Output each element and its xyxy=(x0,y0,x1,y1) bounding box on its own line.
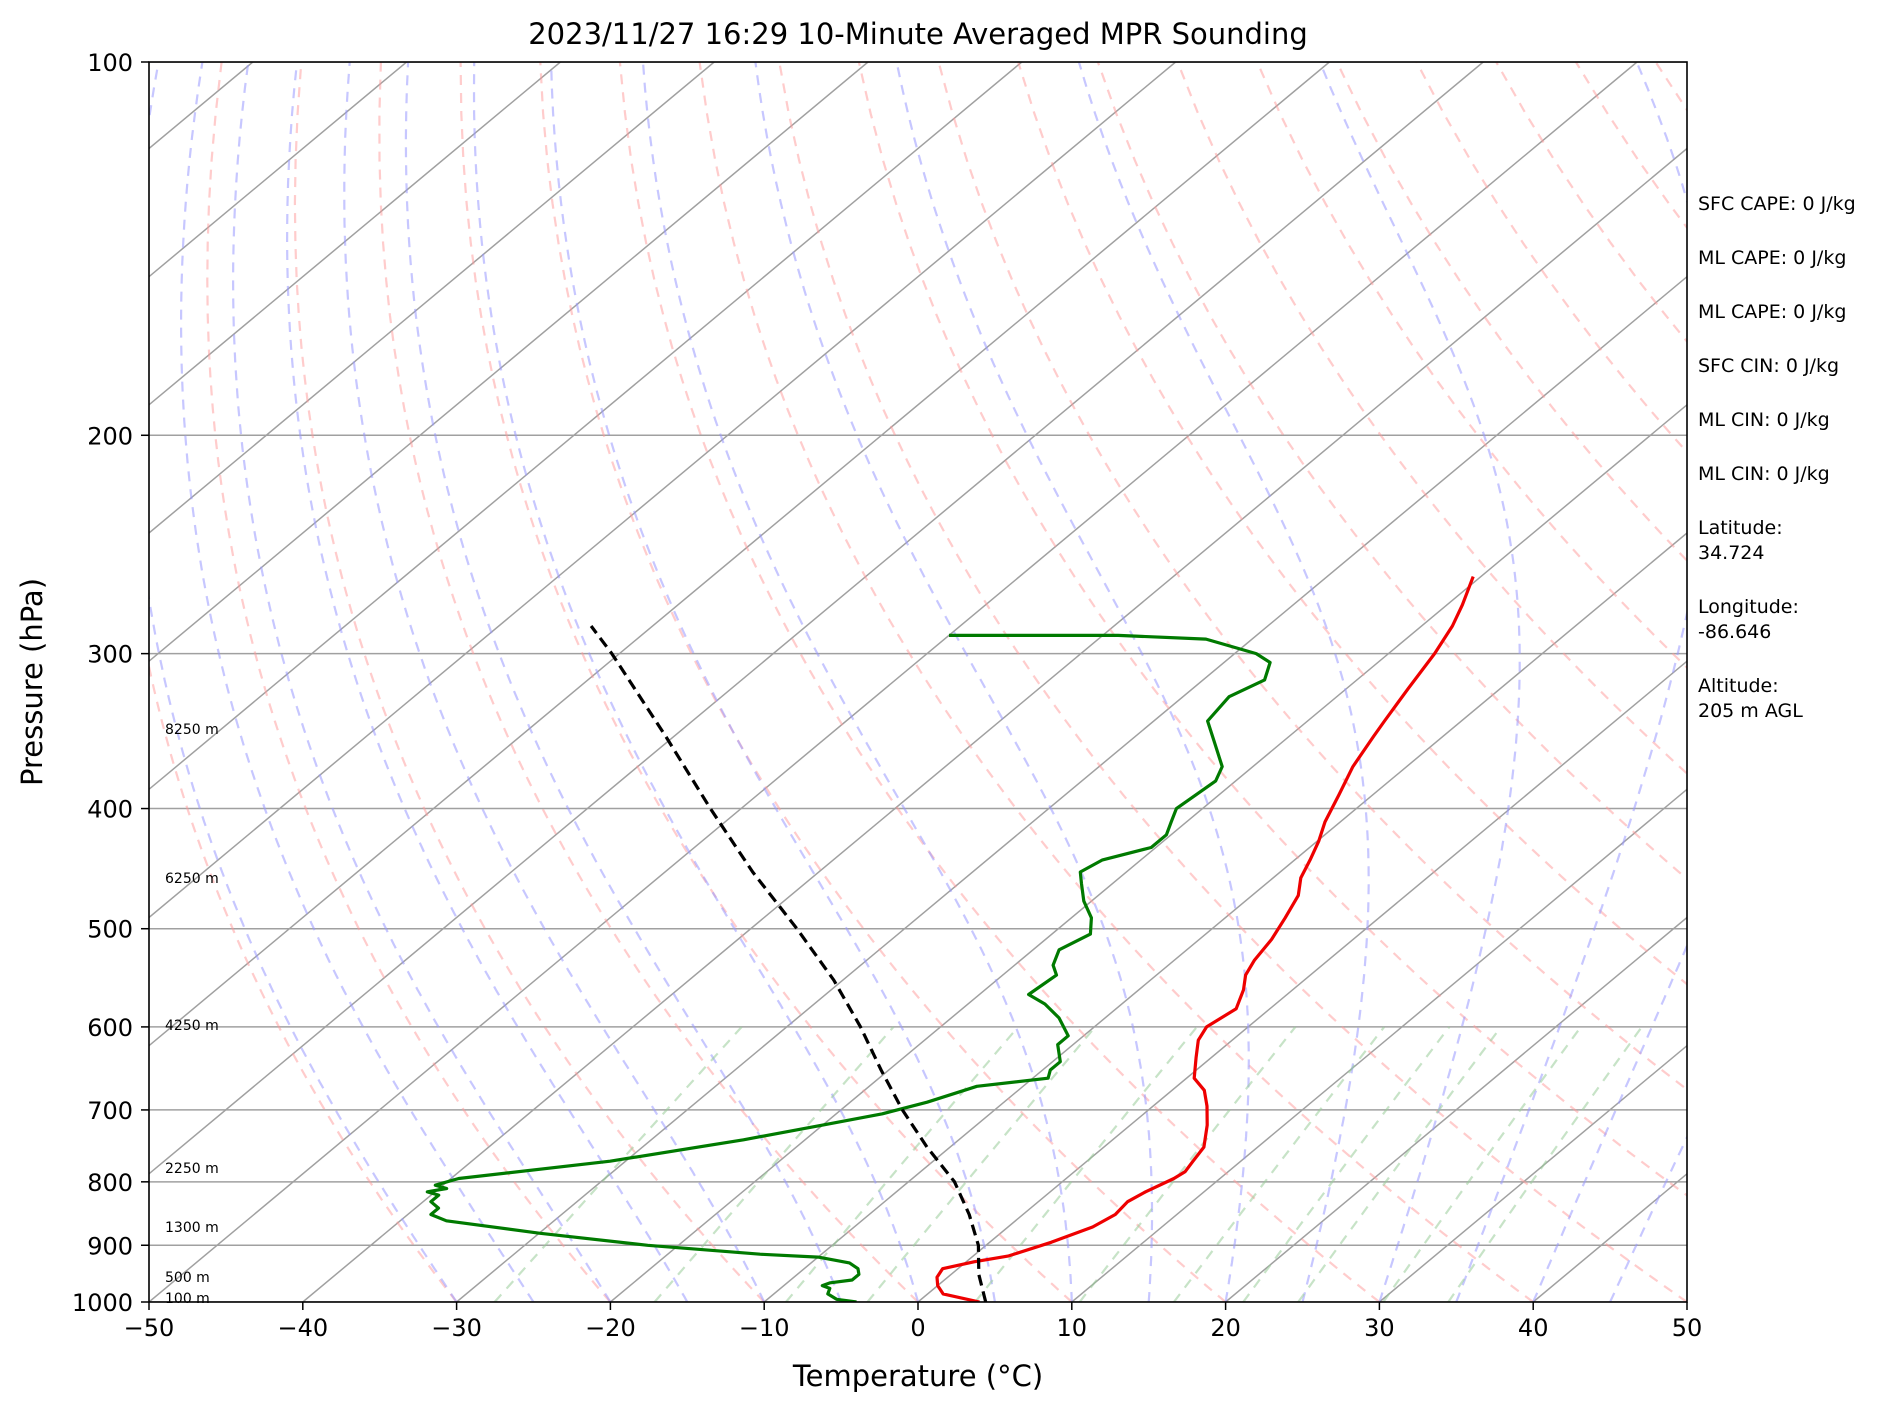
height-label: 1300 m xyxy=(165,1220,219,1236)
x-tick-label: 50 xyxy=(1672,1314,1703,1342)
x-tick-label: 0 xyxy=(910,1314,925,1342)
dry-adiabat-line xyxy=(698,62,1534,1302)
moist-adiabat-line xyxy=(754,62,1154,1302)
mixing-ratio-line xyxy=(653,1026,895,1302)
moist-adiabat-line xyxy=(1609,1134,1687,1302)
dry-adiabat-line xyxy=(857,62,1687,1197)
x-tick-label: 20 xyxy=(1210,1314,1241,1342)
stat-annotation: Longitude: -86.646 xyxy=(1698,596,1799,643)
mixing-ratio-line xyxy=(1173,1026,1386,1302)
parcel-line xyxy=(589,625,988,1302)
isotherm-line xyxy=(149,62,1177,919)
isotherm-line xyxy=(1378,1044,1687,1302)
x-tick-label: 30 xyxy=(1364,1314,1395,1342)
mixing-ratio-line xyxy=(974,1026,1198,1302)
stat-annotation: Latitude: 34.724 xyxy=(1698,517,1783,564)
dry-adiabat-line xyxy=(1256,62,1687,670)
stat-annotation: Altitude: 205 m AGL xyxy=(1698,675,1803,722)
y-tick-label: 700 xyxy=(87,1097,133,1125)
height-label: 4250 m xyxy=(165,1018,219,1034)
x-tick-label: −20 xyxy=(585,1314,636,1342)
y-tick-label: 800 xyxy=(87,1169,133,1197)
moist-adiabat-line xyxy=(1532,943,1687,1302)
isotherm-line xyxy=(149,62,1638,1302)
height-label: 500 m xyxy=(165,1270,210,1286)
isotherm-line xyxy=(456,275,1687,1302)
dry-adiabat-line xyxy=(378,62,919,1302)
y-tick-label: 1000 xyxy=(72,1289,133,1317)
x-axis-title: Temperature (°C) xyxy=(792,1359,1043,1393)
dry-adiabat-line xyxy=(206,62,612,1302)
x-tick-label: −10 xyxy=(739,1314,790,1342)
height-label: 2250 m xyxy=(165,1161,219,1177)
x-tick-label: −30 xyxy=(431,1314,482,1342)
dry-adiabat-line xyxy=(539,62,1227,1302)
dry-adiabat-line xyxy=(459,62,1073,1302)
moist-adiabat-line xyxy=(404,62,843,1302)
isotherm-line xyxy=(149,62,408,278)
moist-adiabat-line xyxy=(641,62,1073,1302)
dewpoint-line xyxy=(425,633,1272,1302)
mixing-ratio-line xyxy=(1382,1026,1582,1302)
stat-annotation: ML CIN: 0 J/kg xyxy=(1698,409,1830,431)
x-tick-label: 10 xyxy=(1057,1314,1088,1342)
moist-adiabat-line xyxy=(1318,62,1521,1302)
moist-adiabat-line xyxy=(231,62,612,1302)
moist-adiabat-line xyxy=(1455,62,1687,1302)
moist-adiabat-line xyxy=(472,62,920,1302)
stat-annotation: ML CAPE: 0 J/kg xyxy=(1698,247,1846,269)
x-tick-label: −50 xyxy=(124,1314,175,1342)
moist-adiabat-line xyxy=(285,62,689,1302)
isotherm-line xyxy=(149,62,1023,791)
y-tick-label: 400 xyxy=(87,796,133,824)
stat-annotation: SFC CAPE: 0 J/kg xyxy=(1698,193,1856,215)
dry-adiabat-line xyxy=(1335,62,1687,563)
temperature-line xyxy=(935,576,1475,1302)
isotherm-line xyxy=(149,62,1330,1047)
stat-annotation: ML CAPE: 0 J/kg xyxy=(1698,301,1846,323)
mixing-ratio-line xyxy=(1078,1026,1297,1302)
dry-adiabat-line xyxy=(149,661,458,1302)
isotherm-line xyxy=(149,62,1484,1175)
isotherm-line xyxy=(149,62,561,406)
isotherm-line xyxy=(609,403,1687,1302)
moist-adiabat-line xyxy=(343,62,766,1302)
isotherm-line xyxy=(149,62,715,534)
stat-annotation: ML CIN: 0 J/kg xyxy=(1698,463,1830,485)
y-tick-label: 900 xyxy=(87,1232,133,1260)
mixing-ratio-line xyxy=(1297,1026,1502,1302)
dry-adiabat-line xyxy=(618,62,1381,1302)
y-tick-label: 500 xyxy=(87,916,133,944)
y-axis-title: Pressure (hPa) xyxy=(15,578,49,786)
isotherm-line xyxy=(1071,788,1687,1302)
height-label: 6250 m xyxy=(165,871,219,887)
y-tick-label: 600 xyxy=(87,1014,133,1042)
x-tick-label: −40 xyxy=(277,1314,328,1342)
height-label: 100 m xyxy=(165,1291,210,1307)
moist-adiabat-line xyxy=(1077,62,1370,1302)
isotherm-line xyxy=(917,660,1687,1302)
dry-adiabat-line xyxy=(937,62,1687,1091)
mixing-ratio-line xyxy=(1242,1026,1451,1302)
isotherm-line xyxy=(763,532,1687,1302)
isotherm-line xyxy=(149,62,869,663)
mixing-ratio-line xyxy=(493,1026,743,1302)
moist-adiabat-line xyxy=(895,62,1250,1302)
chart-title: 2023/11/27 16:29 10-Minute Averaged MPR … xyxy=(528,17,1308,51)
x-tick-label: 40 xyxy=(1518,1314,1549,1342)
y-tick-label: 300 xyxy=(87,641,133,669)
stat-annotation: SFC CIN: 0 J/kg xyxy=(1698,355,1839,377)
dry-adiabat-line xyxy=(1017,62,1687,986)
height-label: 8250 m xyxy=(165,722,219,738)
dry-adiabat-line xyxy=(293,62,765,1302)
y-tick-label: 200 xyxy=(87,422,133,450)
moist-adiabat-line xyxy=(550,62,996,1302)
y-tick-label: 100 xyxy=(87,49,133,77)
mixing-ratio-line xyxy=(1447,1026,1643,1302)
isotherm-line xyxy=(1225,916,1687,1302)
isotherm-line xyxy=(302,147,1687,1302)
dry-adiabat-line xyxy=(778,62,1687,1302)
